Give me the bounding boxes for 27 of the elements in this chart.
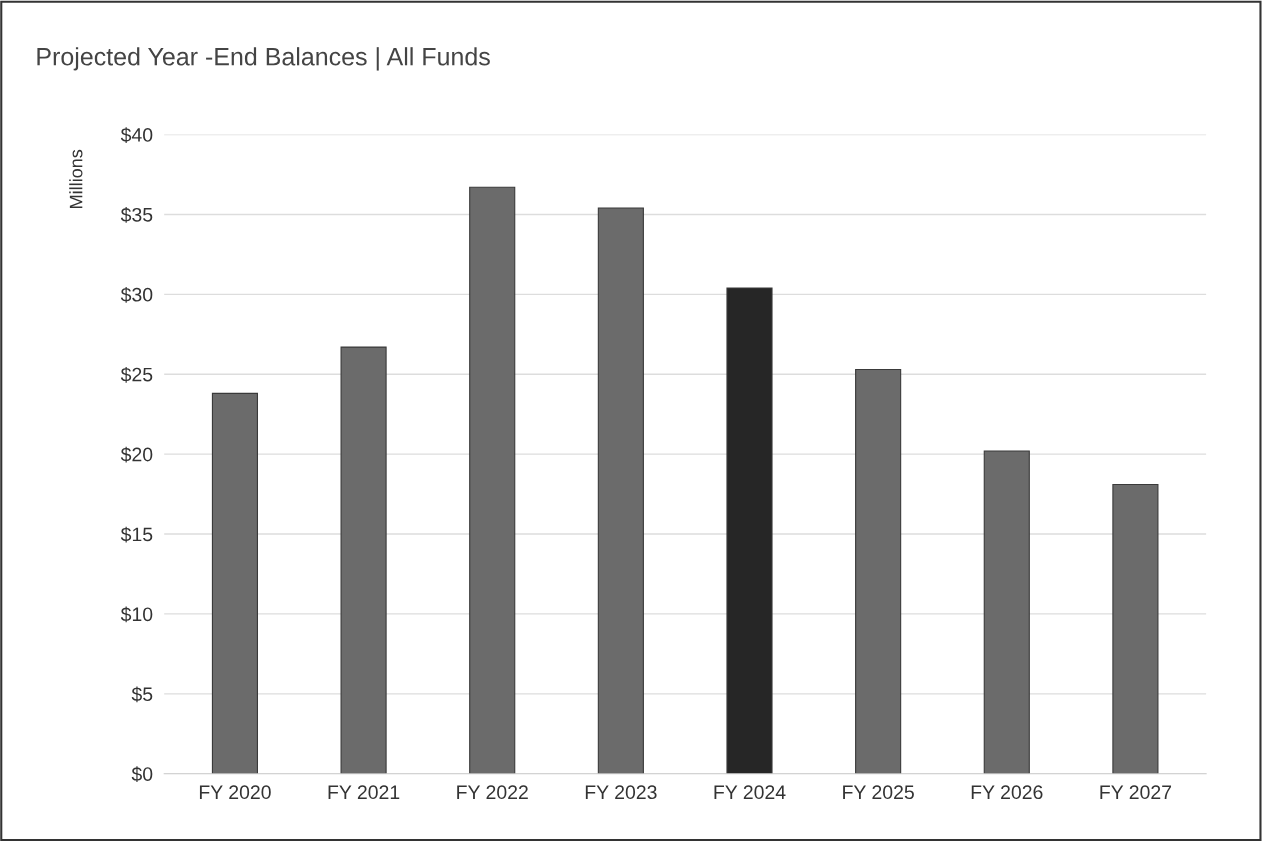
bar bbox=[469, 186, 516, 774]
x-tick-label: FY 2023 bbox=[585, 785, 657, 800]
x-tick-label: FY 2024 bbox=[714, 785, 786, 800]
y-tick-label: $15 bbox=[120, 526, 153, 543]
y-tick-label: $30 bbox=[120, 287, 153, 303]
x-tick-label: FY 2025 bbox=[843, 785, 914, 800]
bar bbox=[340, 346, 387, 774]
bar bbox=[855, 368, 902, 774]
x-tick-label: FY 2026 bbox=[971, 785, 1043, 800]
chart-title: Projected Year -End Balances | All Funds bbox=[37, 47, 490, 71]
bar bbox=[597, 207, 644, 774]
y-tick-label: $0 bbox=[131, 766, 153, 783]
y-tick-label: $5 bbox=[131, 686, 153, 703]
bar bbox=[1112, 483, 1159, 774]
y-tick-label: $20 bbox=[120, 446, 153, 463]
x-tick-label: FY 2022 bbox=[457, 785, 528, 800]
x-tick-label: FY 2021 bbox=[328, 785, 400, 800]
bar bbox=[726, 287, 773, 774]
bar bbox=[983, 450, 1030, 774]
y-axis-title: Millions bbox=[69, 149, 83, 208]
x-tick-label: FY 2027 bbox=[1100, 785, 1172, 800]
y-tick-label: $25 bbox=[120, 366, 153, 383]
bar bbox=[211, 392, 259, 774]
y-tick-label: $10 bbox=[120, 606, 153, 623]
x-tick-label: FY 2020 bbox=[199, 785, 271, 800]
y-tick-label: $40 bbox=[120, 127, 153, 143]
y-tick-label: $35 bbox=[120, 207, 153, 223]
